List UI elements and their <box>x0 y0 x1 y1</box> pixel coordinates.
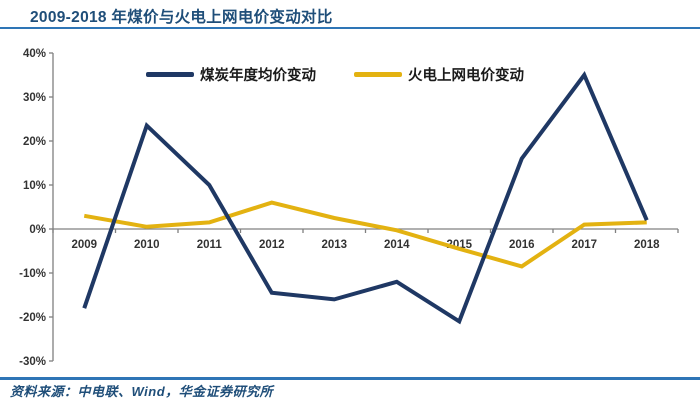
legend-item-coal: 煤炭年度均价变动 <box>146 64 316 85</box>
footer-rule <box>0 377 700 380</box>
x-tick-label: 2011 <box>197 239 223 251</box>
y-tick-label: 0% <box>29 224 46 236</box>
series-line-tariff <box>83 200 647 269</box>
x-tick-label: 2017 <box>571 239 597 251</box>
title-underline <box>0 27 700 29</box>
x-tick-label: 2018 <box>634 239 660 251</box>
x-tick-label: 2010 <box>134 239 160 251</box>
y-tick-label: 40% <box>23 48 46 60</box>
coal-line-swatch <box>146 72 194 77</box>
y-tick-label: 10% <box>23 180 46 192</box>
source-note: 资料来源：中电联、Wind，华金证券研究所 <box>10 384 274 399</box>
tariff-line-swatch <box>354 72 402 77</box>
chart-title: 2009-2018 年煤价与火电上网电价变动对比 <box>30 9 333 26</box>
x-tick-label: 2009 <box>71 239 97 251</box>
x-tick-label: 2016 <box>509 239 535 251</box>
x-tick-label: 2013 <box>321 239 347 251</box>
legend-item-tariff: 火电上网电价变动 <box>354 64 524 85</box>
legend-label-coal: 煤炭年度均价变动 <box>200 68 316 84</box>
y-tick-label: 30% <box>23 92 46 104</box>
y-tick-label: 20% <box>23 136 46 148</box>
y-tick-label: -10% <box>19 268 46 280</box>
x-tick-label: 2012 <box>259 239 285 251</box>
x-tick-label: 2014 <box>384 239 410 251</box>
legend-label-tariff: 火电上网电价变动 <box>408 68 524 84</box>
y-tick-label: -30% <box>19 356 46 368</box>
chart-legend: 煤炭年度均价变动 火电上网电价变动 <box>146 64 524 85</box>
y-tick-label: -20% <box>19 312 46 324</box>
series-line-coal <box>82 71 649 325</box>
